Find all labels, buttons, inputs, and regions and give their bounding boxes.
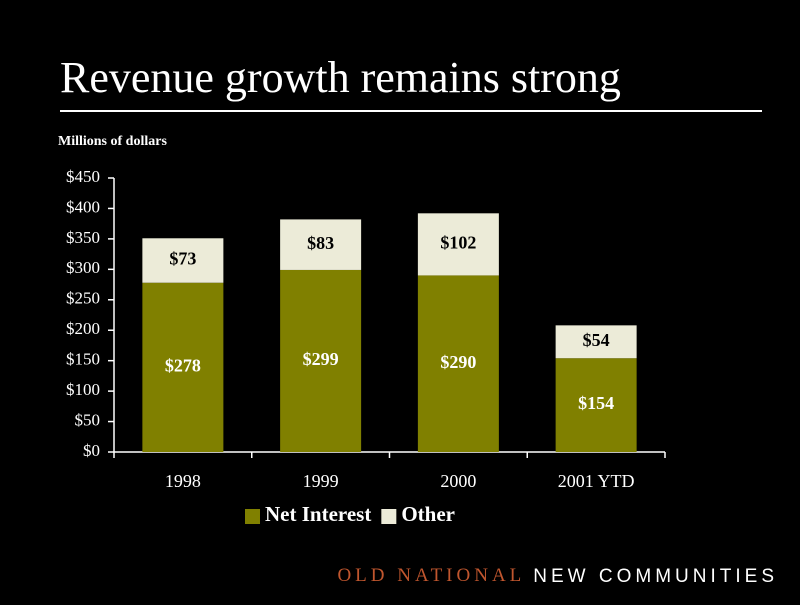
bar-segment: [280, 269, 362, 452]
y-tick-label: $100: [66, 380, 100, 399]
y-tick-label: $0: [83, 441, 100, 460]
bar-segment: [142, 238, 224, 283]
bar-segment: [555, 325, 637, 359]
data-label: $73: [169, 249, 196, 269]
chart-title: Revenue growth remains strong: [60, 53, 621, 102]
footer-tagline: NEW COMMUNITIES: [533, 566, 778, 587]
footer: OLD NATIONAL NEW COMMUNITIES: [337, 565, 778, 587]
x-tick-label: 1999: [303, 471, 339, 491]
bar-segment: [417, 275, 499, 452]
y-tick-label: $200: [66, 319, 100, 338]
y-tick-label: $250: [66, 289, 100, 308]
footer-brand: OLD NATIONAL: [337, 565, 525, 586]
bar-segment: [280, 219, 362, 270]
data-label: $54: [583, 330, 610, 350]
data-label: $290: [440, 352, 476, 372]
y-tick-label: $300: [66, 258, 100, 277]
legend-label: Net Interest: [265, 502, 371, 526]
bar-segment: [417, 213, 499, 276]
y-tick-label: $50: [75, 410, 101, 429]
bar-segment: [555, 358, 637, 452]
y-tick-label: $150: [66, 350, 100, 369]
legend-label: Other: [401, 502, 455, 526]
chart-subtitle: Millions of dollars: [58, 134, 167, 149]
data-label: $154: [578, 393, 614, 413]
legend-swatch: [381, 509, 397, 524]
data-label: $278: [165, 355, 201, 375]
y-tick-label: $400: [66, 197, 100, 216]
data-label: $299: [303, 349, 339, 369]
data-label: $102: [440, 232, 476, 252]
legend-swatch: [245, 509, 260, 524]
y-tick-label: $350: [66, 228, 100, 247]
data-label: $83: [307, 233, 334, 253]
x-tick-label: 2000: [440, 471, 476, 491]
x-tick-label: 2001 YTD: [558, 471, 635, 491]
y-tick-label: $450: [66, 167, 100, 186]
bar-segment: [142, 282, 224, 452]
x-tick-label: 1998: [165, 471, 201, 491]
